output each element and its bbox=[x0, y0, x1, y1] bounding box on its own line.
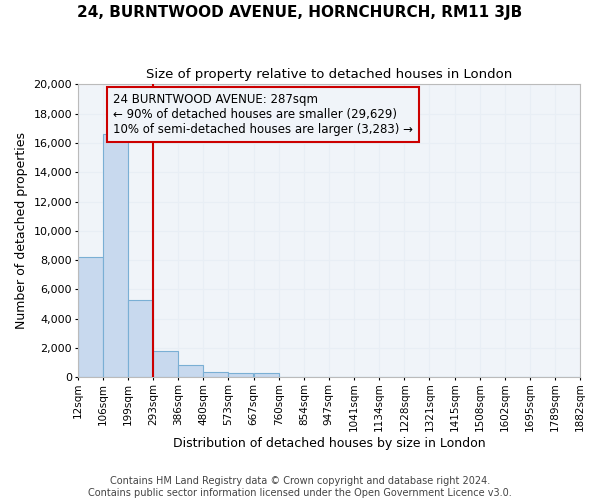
Bar bbox=[78, 257, 103, 377]
Title: Size of property relative to detached houses in London: Size of property relative to detached ho… bbox=[146, 68, 512, 80]
Text: 24 BURNTWOOD AVENUE: 287sqm
← 90% of detached houses are smaller (29,629)
10% of: 24 BURNTWOOD AVENUE: 287sqm ← 90% of det… bbox=[113, 93, 413, 136]
Bar bbox=[254, 372, 278, 377]
Text: 24, BURNTWOOD AVENUE, HORNCHURCH, RM11 3JB: 24, BURNTWOOD AVENUE, HORNCHURCH, RM11 3… bbox=[77, 5, 523, 20]
Bar bbox=[178, 366, 203, 377]
Bar bbox=[203, 372, 229, 377]
Text: Contains HM Land Registry data © Crown copyright and database right 2024.
Contai: Contains HM Land Registry data © Crown c… bbox=[88, 476, 512, 498]
Bar bbox=[103, 134, 128, 377]
Bar bbox=[229, 373, 253, 377]
Bar bbox=[128, 300, 153, 377]
Bar bbox=[153, 351, 178, 377]
X-axis label: Distribution of detached houses by size in London: Distribution of detached houses by size … bbox=[173, 437, 485, 450]
Y-axis label: Number of detached properties: Number of detached properties bbox=[15, 132, 28, 330]
